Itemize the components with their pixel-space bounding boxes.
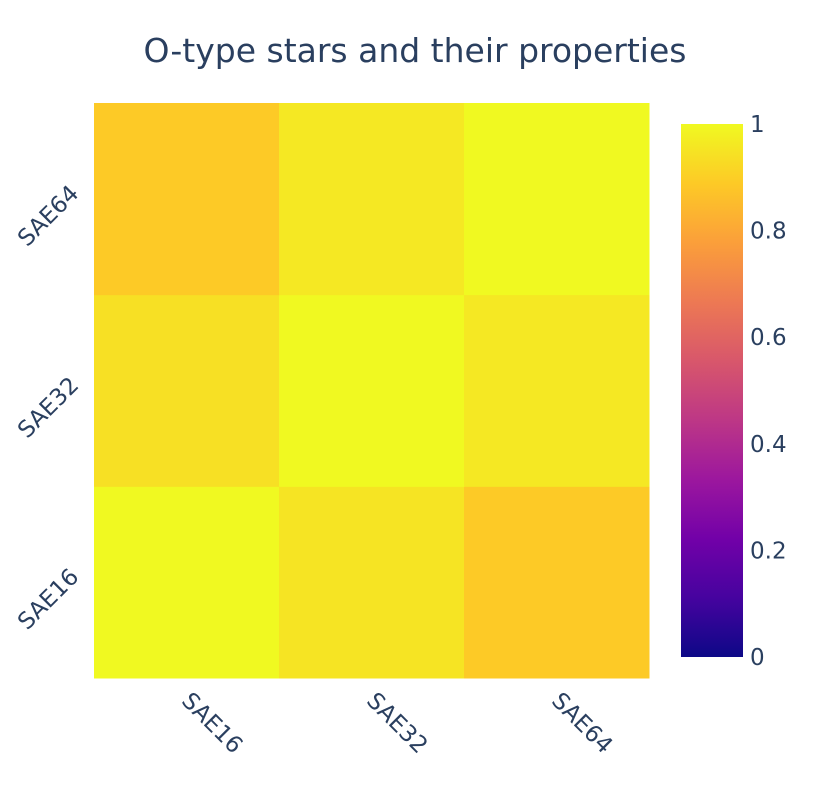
x-tick-label: SAE16 bbox=[176, 688, 247, 759]
y-axis-ticks: SAE16 SAE32 SAE64 bbox=[13, 181, 84, 635]
colorbar-tick-label: 0.6 bbox=[750, 325, 787, 351]
colorbar-ticks: 0 0.2 0.4 0.6 0.8 1 bbox=[750, 112, 787, 671]
colorbar-tick-label: 0.4 bbox=[750, 432, 787, 458]
colorbar-tick-label: 0 bbox=[750, 645, 765, 671]
heatmap-cell-SAE64-SAE16 bbox=[94, 103, 280, 296]
heatmap-cells bbox=[94, 103, 650, 679]
heatmap-cell-SAE16-SAE32 bbox=[279, 486, 465, 679]
heatmap-cell-SAE16-SAE64 bbox=[464, 486, 650, 679]
heatmap-cell-SAE32-SAE64 bbox=[464, 294, 650, 487]
heatmap-cell-SAE16-SAE16 bbox=[94, 486, 280, 679]
heatmap-cell-SAE32-SAE32 bbox=[279, 294, 465, 487]
x-axis-ticks: SAE16 SAE32 SAE64 bbox=[176, 688, 617, 759]
x-tick-label: SAE64 bbox=[546, 688, 617, 759]
colorbar-tick-label: 1 bbox=[750, 112, 765, 138]
heatmap-cell-SAE64-SAE32 bbox=[279, 103, 465, 296]
chart-title: O-type stars and their properties bbox=[144, 31, 687, 70]
y-tick-label: SAE16 bbox=[13, 564, 84, 635]
y-tick-label: SAE64 bbox=[13, 181, 84, 252]
y-tick-label: SAE32 bbox=[13, 372, 84, 443]
x-tick-label: SAE32 bbox=[361, 688, 432, 759]
heatmap-cell-SAE64-SAE64 bbox=[464, 103, 650, 296]
heatmap-cell-SAE32-SAE16 bbox=[94, 294, 280, 487]
colorbar-tick-label: 0.8 bbox=[750, 219, 787, 245]
colorbar-tick-label: 0.2 bbox=[750, 538, 787, 564]
colorbar: 0 0.2 0.4 0.6 0.8 1 bbox=[681, 112, 787, 671]
colorbar-gradient bbox=[681, 124, 743, 657]
